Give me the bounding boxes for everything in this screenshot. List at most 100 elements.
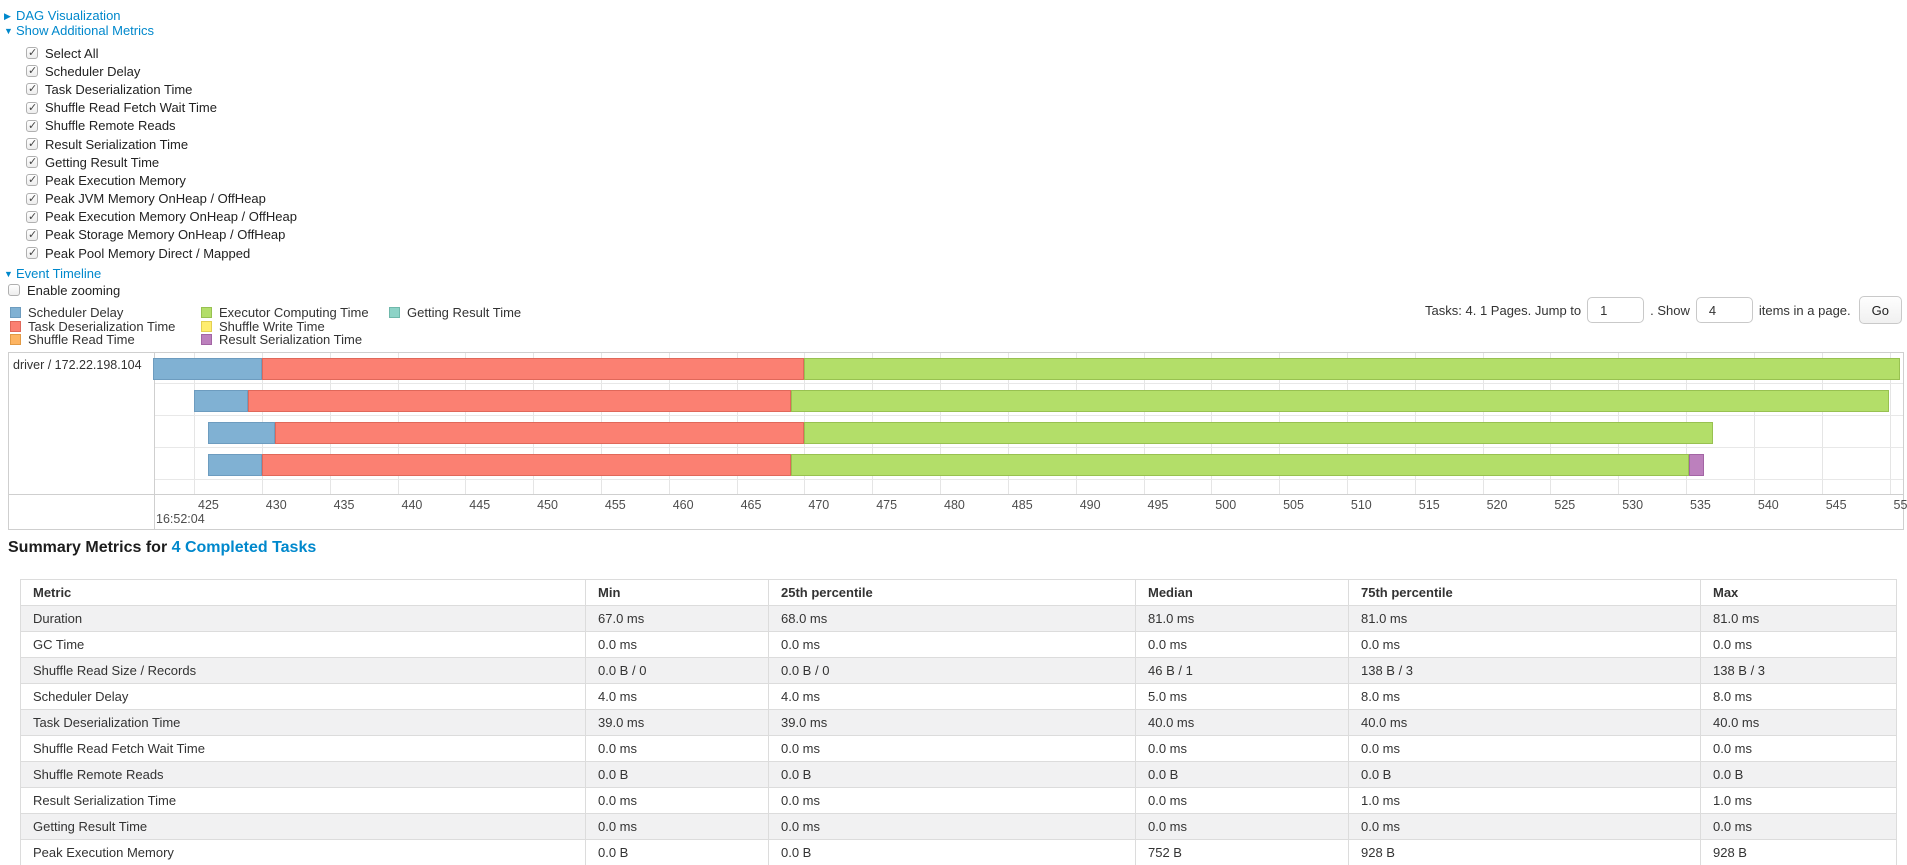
legend-swatch-icon <box>389 307 400 319</box>
metric-checkbox[interactable] <box>26 228 38 241</box>
pagination-mid-label: . Show <box>1650 302 1690 318</box>
metric-value-cell: 0.0 B <box>768 761 1136 788</box>
legend-item: Shuffle Read Time <box>10 332 175 347</box>
metric-value-cell: 0.0 ms <box>1348 813 1701 840</box>
table-row: Result Serialization Time 0.0 ms 0.0 ms 0.0… <box>20 787 1897 814</box>
event-timeline-link[interactable]: Event Timeline <box>16 266 102 281</box>
metric-value-cell: 138 B / 3 <box>1348 657 1701 684</box>
legend-item: Shuffle Write Time <box>201 318 369 334</box>
task-segment-executor-computing[interactable] <box>804 358 1901 380</box>
metric-checkbox-row: Task Deserialization Time <box>26 80 297 98</box>
expanded-arrow-icon: ▼ <box>4 269 13 279</box>
table-row: Shuffle Read Size / Records 0.0 B / 0 0.0 … <box>20 657 1897 684</box>
task-segment-executor-computing[interactable] <box>790 390 1890 412</box>
timeline-gridline <box>1889 353 1891 494</box>
metric-checkbox-row: Select All <box>26 44 297 62</box>
pagination-suffix-label: items in a page. <box>1758 302 1851 318</box>
metric-checkbox[interactable] <box>26 137 38 151</box>
metric-value-cell: 928 B <box>1348 839 1701 865</box>
completed-tasks-link[interactable]: 4 Completed Tasks <box>171 539 317 556</box>
legend-label: Executor Computing Time <box>219 305 369 321</box>
task-segment-task-deserialization[interactable] <box>261 358 805 380</box>
metric-checkbox[interactable] <box>26 82 38 96</box>
summary-metrics-table: Metric Min 25th percentile Median 75th perce… <box>20 579 1897 865</box>
task-segment-result-serialization[interactable] <box>1688 454 1704 476</box>
metric-value-cell: 0.0 ms <box>585 787 769 814</box>
timeline-tick-label: 440 <box>401 498 423 512</box>
metric-value-cell: 1.0 ms <box>1700 787 1897 814</box>
timeline-task-bars <box>9 353 1903 529</box>
legend-item: Result Serialization Time <box>201 332 369 347</box>
metric-checkbox-row: Scheduler Delay <box>26 62 297 80</box>
metric-checkbox[interactable] <box>26 246 38 260</box>
metric-name-cell: Shuffle Remote Reads <box>20 761 586 788</box>
metric-checkbox[interactable] <box>26 119 38 132</box>
metric-checkbox[interactable] <box>26 210 38 223</box>
table-header-cell: 75th percentile <box>1348 579 1701 606</box>
timeline-gridline <box>1821 353 1823 494</box>
metric-value-cell: 0.0 ms <box>1700 735 1897 762</box>
task-segment-task-deserialization[interactable] <box>275 422 805 444</box>
metric-checkbox-label: Shuffle Remote Reads <box>45 118 176 134</box>
dag-visualization-toggle[interactable]: ▶ DAG Visualization <box>4 7 121 25</box>
metric-value-cell: 67.0 ms <box>585 605 769 632</box>
legend-item: Task Deserialization Time <box>10 319 175 334</box>
task-segment-scheduler-delay[interactable] <box>194 390 249 412</box>
expanded-arrow-icon: ▼ <box>4 26 13 36</box>
timeline-tick-label: 550 <box>1893 498 1907 512</box>
timeline-tick-label: 540 <box>1757 498 1779 512</box>
go-button[interactable]: Go <box>1858 296 1902 324</box>
task-segment-executor-computing[interactable] <box>804 422 1714 444</box>
task-segment-scheduler-delay[interactable] <box>207 454 262 476</box>
table-row: Scheduler Delay 4.0 ms 4.0 ms 5.0 ms 8.0 ms 8… <box>20 683 1897 710</box>
task-segment-scheduler-delay[interactable] <box>207 422 276 444</box>
metric-checkbox-row: Peak Execution Memory OnHeap / OffHeap <box>26 208 297 226</box>
task-segment-task-deserialization[interactable] <box>261 454 791 476</box>
event-timeline-chart: 425 430 435 440 445 450 455 460 465 470 475 480 485 4… <box>8 352 1907 530</box>
show-additional-metrics-link[interactable]: Show Additional Metrics <box>16 23 155 38</box>
metric-value-cell: 81.0 ms <box>1135 605 1349 632</box>
task-segment-scheduler-delay[interactable] <box>153 358 262 380</box>
dag-visualization-link[interactable]: DAG Visualization <box>16 8 121 23</box>
enable-zooming-label: Enable zooming <box>27 282 121 298</box>
jump-to-page-input[interactable] <box>1587 297 1645 323</box>
metric-value-cell: 40.0 ms <box>1348 709 1701 736</box>
metric-value-cell: 0.0 ms <box>768 735 1136 762</box>
metric-checkbox[interactable] <box>26 173 38 187</box>
metric-checkbox[interactable] <box>26 155 38 169</box>
items-per-page-input[interactable] <box>1695 297 1753 323</box>
table-header-row: Metric Min 25th percentile Median 75th perce… <box>20 579 1897 606</box>
metric-checkbox[interactable] <box>26 101 38 114</box>
event-timeline-toggle[interactable]: ▼ Event Timeline <box>4 265 101 283</box>
task-segment-executor-computing[interactable] <box>790 454 1689 476</box>
table-header-cell: 25th percentile <box>768 579 1136 606</box>
metric-checkbox-row: Peak Storage Memory OnHeap / OffHeap <box>26 226 297 244</box>
metric-value-cell: 0.0 ms <box>1700 813 1897 840</box>
enable-zooming-checkbox[interactable] <box>8 284 20 297</box>
timeline-tick-label: 520 <box>1486 498 1508 512</box>
metric-value-cell: 0.0 ms <box>768 631 1136 658</box>
table-row: GC Time 0.0 ms 0.0 ms 0.0 ms 0.0 ms 0.0 ms <box>20 631 1897 658</box>
timeline-row-separator <box>154 415 1903 416</box>
metric-value-cell: 0.0 ms <box>1348 631 1701 658</box>
metric-checkbox-row: Getting Result Time <box>26 153 297 171</box>
metric-checkbox[interactable] <box>26 64 38 78</box>
timeline-tick-label: 450 <box>537 498 558 512</box>
timeline-tick-label: 490 <box>1079 498 1101 512</box>
timeline-tick-label: 530 <box>1622 498 1644 512</box>
legend-swatch-icon <box>201 307 212 319</box>
timeline-tick-label: 500 <box>1215 498 1237 512</box>
metric-value-cell: 0.0 ms <box>1348 735 1701 762</box>
show-additional-metrics-toggle[interactable]: ▼ Show Additional Metrics <box>4 22 154 40</box>
timeline-tick-label: 435 <box>333 498 355 512</box>
timeline-row-separator <box>154 383 1903 384</box>
task-segment-task-deserialization[interactable] <box>248 390 791 412</box>
legend-label: Shuffle Write Time <box>219 318 325 334</box>
timeline-tick-label: 445 <box>469 498 491 512</box>
metric-checkbox[interactable] <box>26 46 38 60</box>
metric-name-cell: GC Time <box>20 631 586 658</box>
metric-checkbox[interactable] <box>26 192 38 205</box>
legend-column: Getting Result Time <box>389 305 521 320</box>
timeline-tick-label: 425 <box>198 498 219 512</box>
